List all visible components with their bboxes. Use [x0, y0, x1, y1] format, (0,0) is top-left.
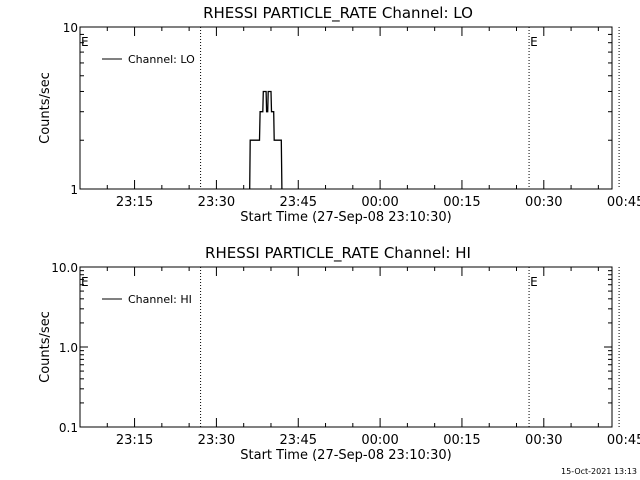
y-tick-label: 10	[63, 21, 78, 35]
plot-frame	[79, 26, 613, 190]
legend-label: Channel: LO	[128, 53, 195, 66]
x-tick-label: 00:30	[525, 195, 562, 210]
chart-title: RHESSI PARTICLE_RATE Channel: LO	[203, 4, 473, 23]
y-tick-label: 10.0	[51, 261, 78, 275]
y-tick-label: 0.1	[59, 421, 78, 435]
event-marker-label: E	[81, 35, 89, 49]
x-tick-label: 00:00	[361, 195, 398, 210]
x-tick-label: 23:30	[198, 195, 235, 210]
event-marker-label: E	[530, 275, 538, 289]
footer-timestamp: 15-Oct-2021 13:13	[561, 467, 637, 476]
y-axis-label: Counts/sec	[38, 72, 53, 144]
x-tick-label: 23:15	[116, 433, 153, 448]
chart-title: RHESSI PARTICLE_RATE Channel: HI	[205, 244, 471, 263]
x-axis-label: Start Time (27-Sep-08 23:10:30)	[240, 210, 451, 225]
x-tick-label: 23:45	[280, 195, 317, 210]
y-axis-label: Counts/sec	[38, 311, 53, 383]
event-marker-label: E	[81, 275, 89, 289]
x-tick-label: 00:45	[607, 195, 640, 210]
x-tick-label: 00:15	[443, 433, 480, 448]
x-tick-label: 00:15	[443, 195, 480, 210]
x-tick-label: 00:45	[607, 433, 640, 448]
x-tick-label: 00:00	[361, 433, 398, 448]
y-tick-label: 1.0	[59, 341, 78, 355]
x-axis-label: Start Time (27-Sep-08 23:10:30)	[240, 448, 451, 463]
x-tick-label: 00:30	[525, 433, 562, 448]
x-tick-label: 23:30	[198, 433, 235, 448]
panel-hi-channel: RHESSI PARTICLE_RATE Channel: HI 0.1 1.0 10…	[38, 244, 640, 463]
panel-lo-channel: RHESSI PARTICLE_RATE Channel: LO 1 10 Count…	[38, 4, 640, 225]
legend-label: Channel: HI	[128, 293, 192, 306]
x-tick-label: 23:45	[280, 433, 317, 448]
y-tick-label: 1	[70, 183, 78, 197]
x-tick-label: 23:15	[116, 195, 153, 210]
series-line	[249, 90, 283, 190]
plot-frame	[79, 266, 613, 428]
event-marker-label: E	[530, 35, 538, 49]
